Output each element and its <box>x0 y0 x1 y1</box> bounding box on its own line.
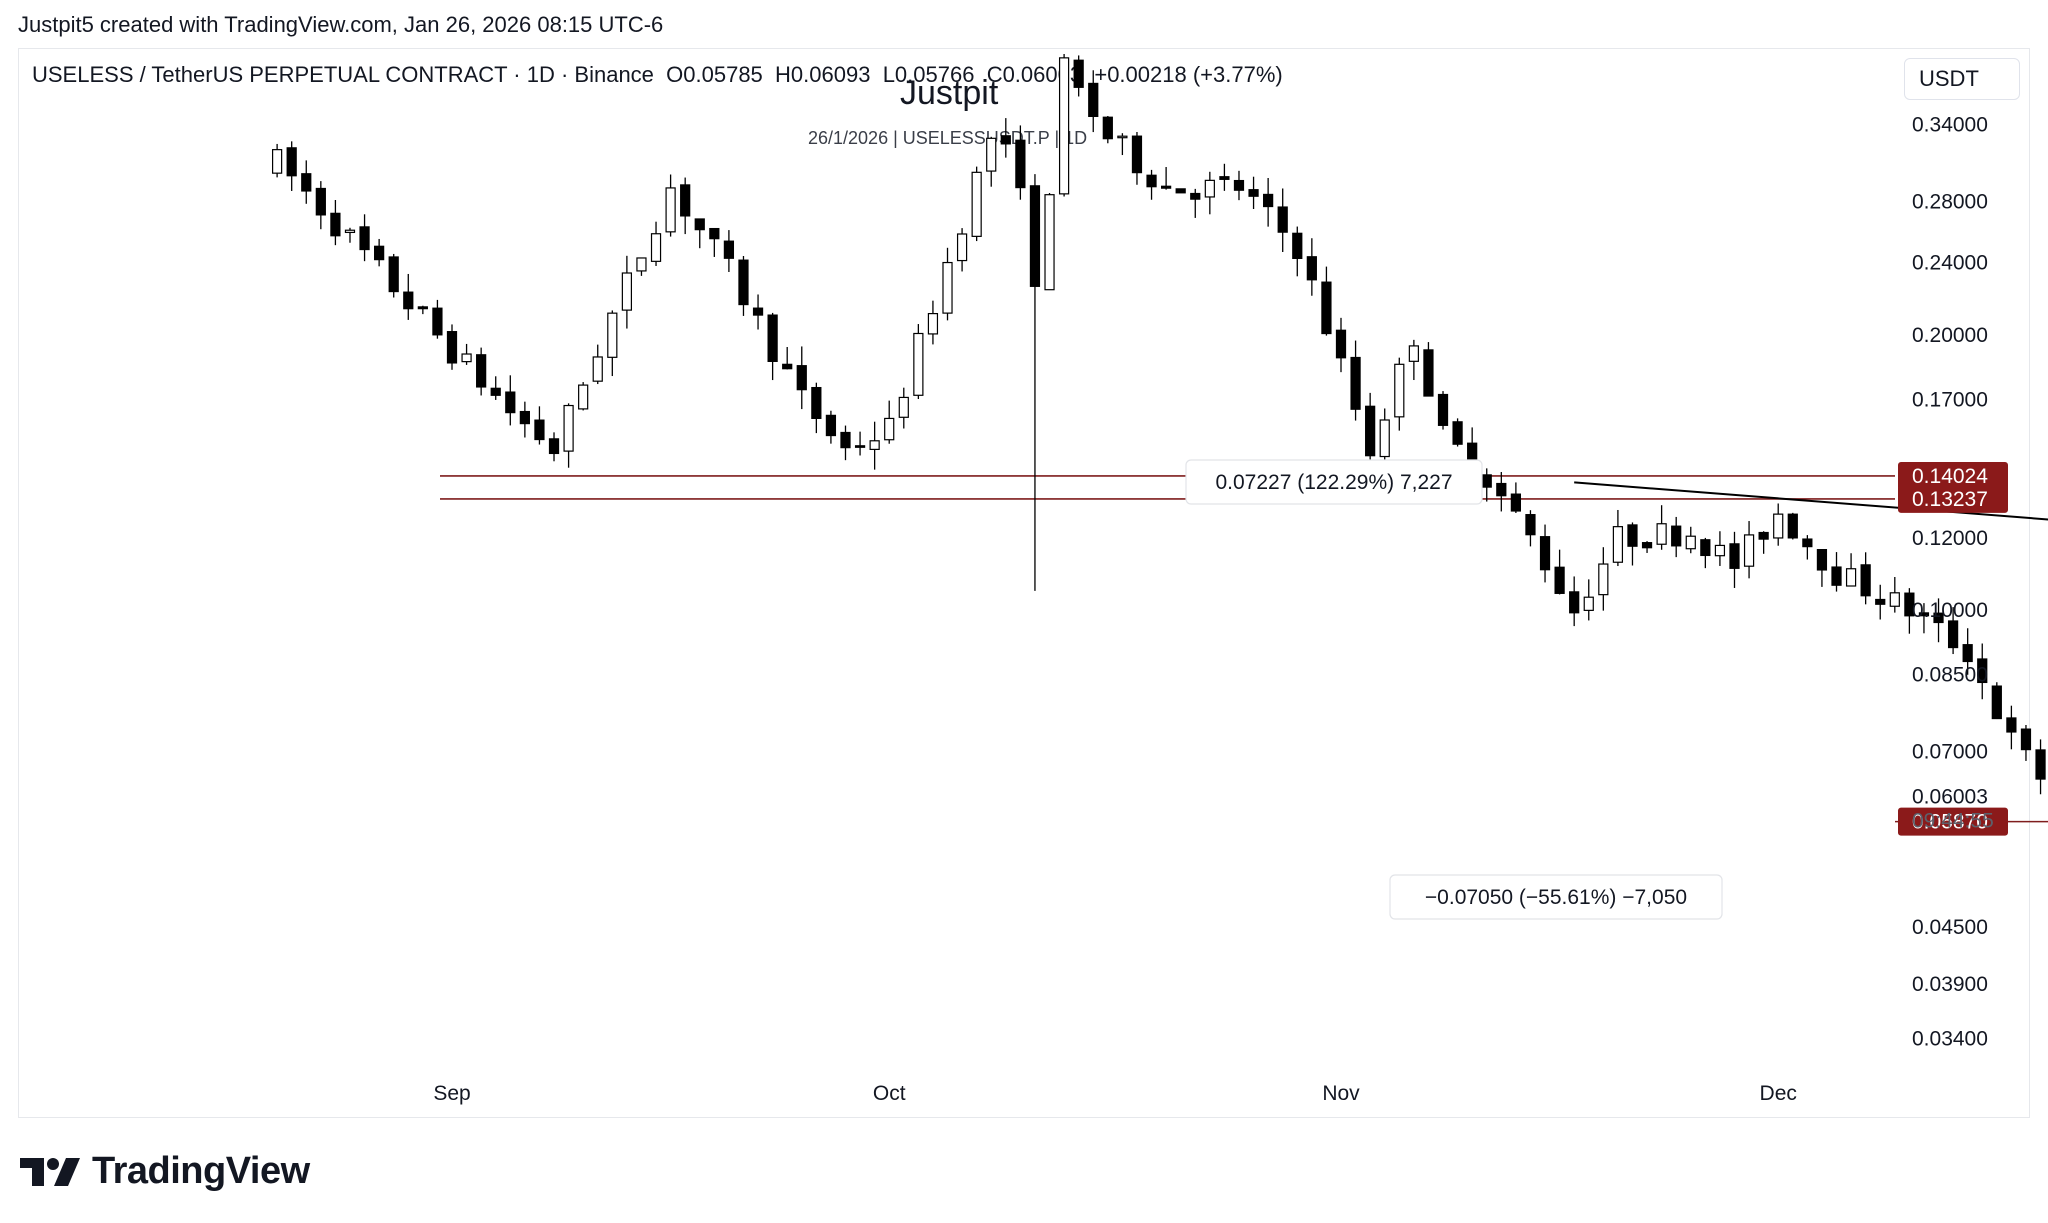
chart-credit: Justpit5 created with TradingView.com, J… <box>18 12 664 37</box>
footer-brand: TradingView <box>92 1150 310 1192</box>
ohlc-low: L0.05766 <box>882 62 975 87</box>
author-watermark: Justpit <box>900 74 999 112</box>
footer-logo[interactable]: TradingView <box>20 1150 310 1193</box>
ohlc-open: O0.05785 <box>666 62 763 87</box>
tradingview-logo-icon <box>20 1157 80 1186</box>
watermark-subtitle: 26/1/2026 | USELESSUSDT.P | 1D <box>808 128 1088 148</box>
ohlc-change: +0.00218 (+3.77%) <box>1094 62 1283 87</box>
chart-frame <box>18 48 2030 1118</box>
ohlc-high: H0.06093 <box>775 62 871 87</box>
ohlc-close: C0.06003 <box>986 62 1083 87</box>
symbol-legend: USELESS / TetherUS PERPETUAL CONTRACT · … <box>32 62 1283 88</box>
currency-selector-button[interactable]: USDT <box>1904 58 2020 100</box>
candle <box>2035 739 2046 795</box>
symbol-pair[interactable]: USELESS / TetherUS PERPETUAL CONTRACT · … <box>32 62 654 87</box>
candle-body-down <box>2035 749 2046 780</box>
